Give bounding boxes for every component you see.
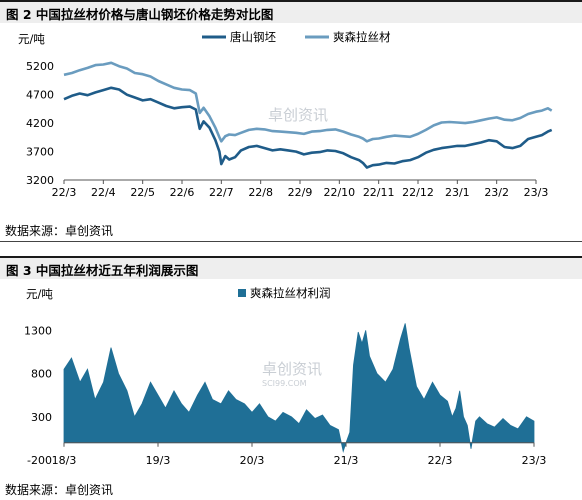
figure2-y-tick-label: -200 [27,454,52,467]
figure1-x-tick-label: 22/10 [323,186,355,199]
figure1-watermark: 卓创资讯 [268,106,328,124]
figure2-legend-swatch [238,289,246,297]
figure2-y-tick-label: 1300 [24,324,52,337]
figure1-x-tick-label: 22/4 [91,186,116,199]
figure1-y-tick-label: 4200 [26,117,54,130]
figure2-legend-label: 爽森拉丝材利润 [250,286,331,300]
figure1-series-line-2 [63,61,553,143]
figure1-x-tick-label: 23/2 [484,186,509,199]
figure1-title-bar: 图 2 中国拉丝材价格与唐山钢坯价格走势对比图 [0,0,582,23]
figure2-title-bar: 图 3 中国拉丝材近五年利润展示图 [0,256,582,279]
figure2-x-tick-label: 19/3 [146,454,171,467]
figure1-line-chart: 元/吨 唐山钢坯 爽森拉丝材 卓创资讯 32003700420047005200 … [18,30,553,199]
figure1-x-tick-label: 22/7 [209,186,234,199]
figure1-x-tick-label: 23/1 [445,186,470,199]
figure1-bottom-rule [0,241,582,242]
figure2-legend: 爽森拉丝材利润 [238,286,331,300]
figure1-x-tick-label: 23/3 [524,186,549,199]
figure1-legend-label: 唐山钢坯 [230,30,276,44]
figure2-unit-label: 元/吨 [26,287,53,301]
figure1-source: 数据来源：卓创资讯 [5,224,114,238]
figure1-x-tick-label: 22/11 [363,186,395,199]
figure1-x-tick-label: 22/5 [130,186,155,199]
figure2-x-tick-label: 22/3 [428,454,453,467]
figure1-y-tick-label: 3700 [26,146,54,159]
figure2-x-tick-label: 23/3 [522,454,547,467]
figure1-y-tick-label: 4700 [26,89,54,102]
figure2-watermark: 卓创资讯 [262,360,322,378]
figure2-area-chart: 元/吨 爽森拉丝材利润 卓创资讯 SCI99.COM -200 300 800 130… [24,286,547,467]
figure1-legend-label: 爽森拉丝材 [333,30,391,44]
figure1-y-tick-label: 3200 [26,174,54,187]
figure1-y-tick-label: 5200 [26,60,54,73]
figure1-title: 图 2 中国拉丝材价格与唐山钢坯价格走势对比图 [6,7,274,22]
figure2-x-tick-label: 21/3 [334,454,359,467]
figure1-x-tick-label: 22/3 [52,186,77,199]
figure1-x-tick-label: 22/6 [170,186,195,199]
figure1-x-tick-label: 22/12 [402,186,434,199]
figure2-x-tick-label: 20/3 [240,454,265,467]
figure1-x-tick-label: 22/8 [248,186,273,199]
figure2-series-area-1 [63,323,535,453]
figure1-x-tick-label: 22/9 [288,186,313,199]
figure1-unit-label: 元/吨 [18,32,45,46]
figure2-title: 图 3 中国拉丝材近五年利润展示图 [6,263,199,278]
figure2-y-tick-label: 300 [31,411,52,424]
figure1-legend: 唐山钢坯 爽森拉丝材 [202,30,391,44]
figure2-y-tick-label: 800 [31,368,52,381]
figure2-source: 数据来源：卓创资讯 [5,483,114,497]
figure2-x-tick-label: 18/3 [52,454,77,467]
figure1-series-line-1 [63,86,553,169]
figure2-watermark-sub: SCI99.COM [262,379,307,388]
